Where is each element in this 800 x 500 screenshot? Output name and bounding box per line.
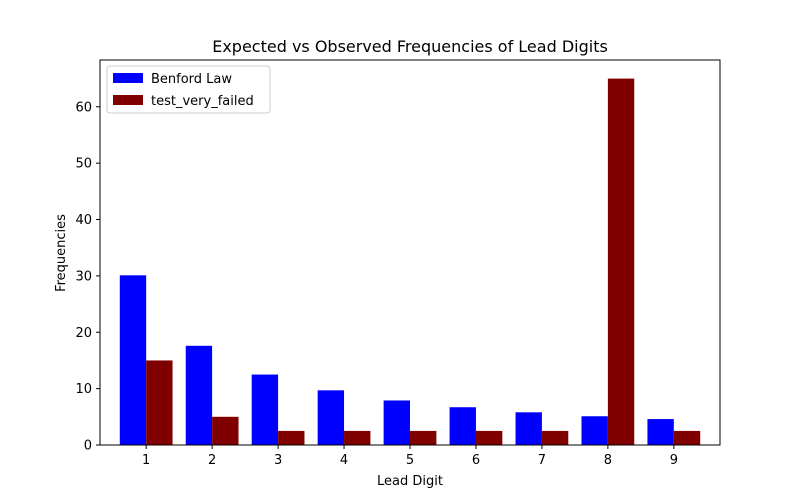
y-axis-label: Frequencies xyxy=(54,214,69,292)
legend: Benford Law test_very_failed xyxy=(106,65,271,114)
bar-benford-law-7 xyxy=(515,412,542,445)
bar-test-very-failed-6 xyxy=(475,430,503,445)
x-tick-label: 4 xyxy=(340,453,348,468)
y-tick-label: 10 xyxy=(75,382,92,397)
bar-benford-law-5 xyxy=(383,400,410,445)
y-tick-label: 60 xyxy=(75,100,92,115)
bar-test-very-failed-9 xyxy=(673,430,701,445)
y-tick-label: 20 xyxy=(75,326,92,341)
legend-label-test-very-failed: test_very_failed xyxy=(151,94,254,109)
bar-test-very-failed-4 xyxy=(344,430,371,445)
x-axis-ticks: 1 2 3 4 5 6 7 8 9 xyxy=(142,445,678,468)
x-tick-label: 7 xyxy=(538,453,546,468)
x-tick-label: 1 xyxy=(142,453,150,468)
y-tick-label: 50 xyxy=(75,157,92,172)
bar-test-very-failed-7 xyxy=(541,430,569,445)
x-tick-label: 2 xyxy=(208,453,216,468)
bar-benford-law-1 xyxy=(119,275,147,445)
x-tick-label: 3 xyxy=(274,453,282,468)
bar-test-very-failed-8 xyxy=(607,78,635,446)
bar-test-very-failed-3 xyxy=(278,430,305,445)
x-tick-label: 6 xyxy=(472,453,480,468)
chart-title: Expected vs Observed Frequencies of Lead… xyxy=(212,37,608,56)
legend-box xyxy=(106,65,271,114)
bar-test-very-failed-2 xyxy=(212,416,239,445)
legend-swatch-benford-law xyxy=(113,73,143,83)
bars-group xyxy=(119,78,701,446)
bar-benford-law-2 xyxy=(185,345,213,445)
bar-benford-law-3 xyxy=(251,374,279,445)
legend-label-benford-law: Benford Law xyxy=(151,72,232,87)
bar-test-very-failed-1 xyxy=(146,360,173,445)
x-tick-label: 5 xyxy=(406,453,414,468)
bar-benford-law-9 xyxy=(647,419,674,445)
bar-benford-law-4 xyxy=(317,390,345,445)
bar-test-very-failed-5 xyxy=(410,430,437,445)
x-tick-label: 8 xyxy=(604,453,612,468)
x-axis-label: Lead Digit xyxy=(377,474,443,489)
legend-swatch-test-very-failed xyxy=(113,95,143,105)
x-tick-label: 9 xyxy=(670,453,678,468)
y-tick-label: 0 xyxy=(84,439,92,454)
y-axis-ticks: 0 10 20 30 40 50 60 xyxy=(75,100,100,454)
bar-benford-law-8 xyxy=(581,416,608,445)
y-tick-label: 30 xyxy=(75,269,92,284)
y-tick-label: 40 xyxy=(75,213,92,228)
bar-benford-law-6 xyxy=(449,407,476,445)
